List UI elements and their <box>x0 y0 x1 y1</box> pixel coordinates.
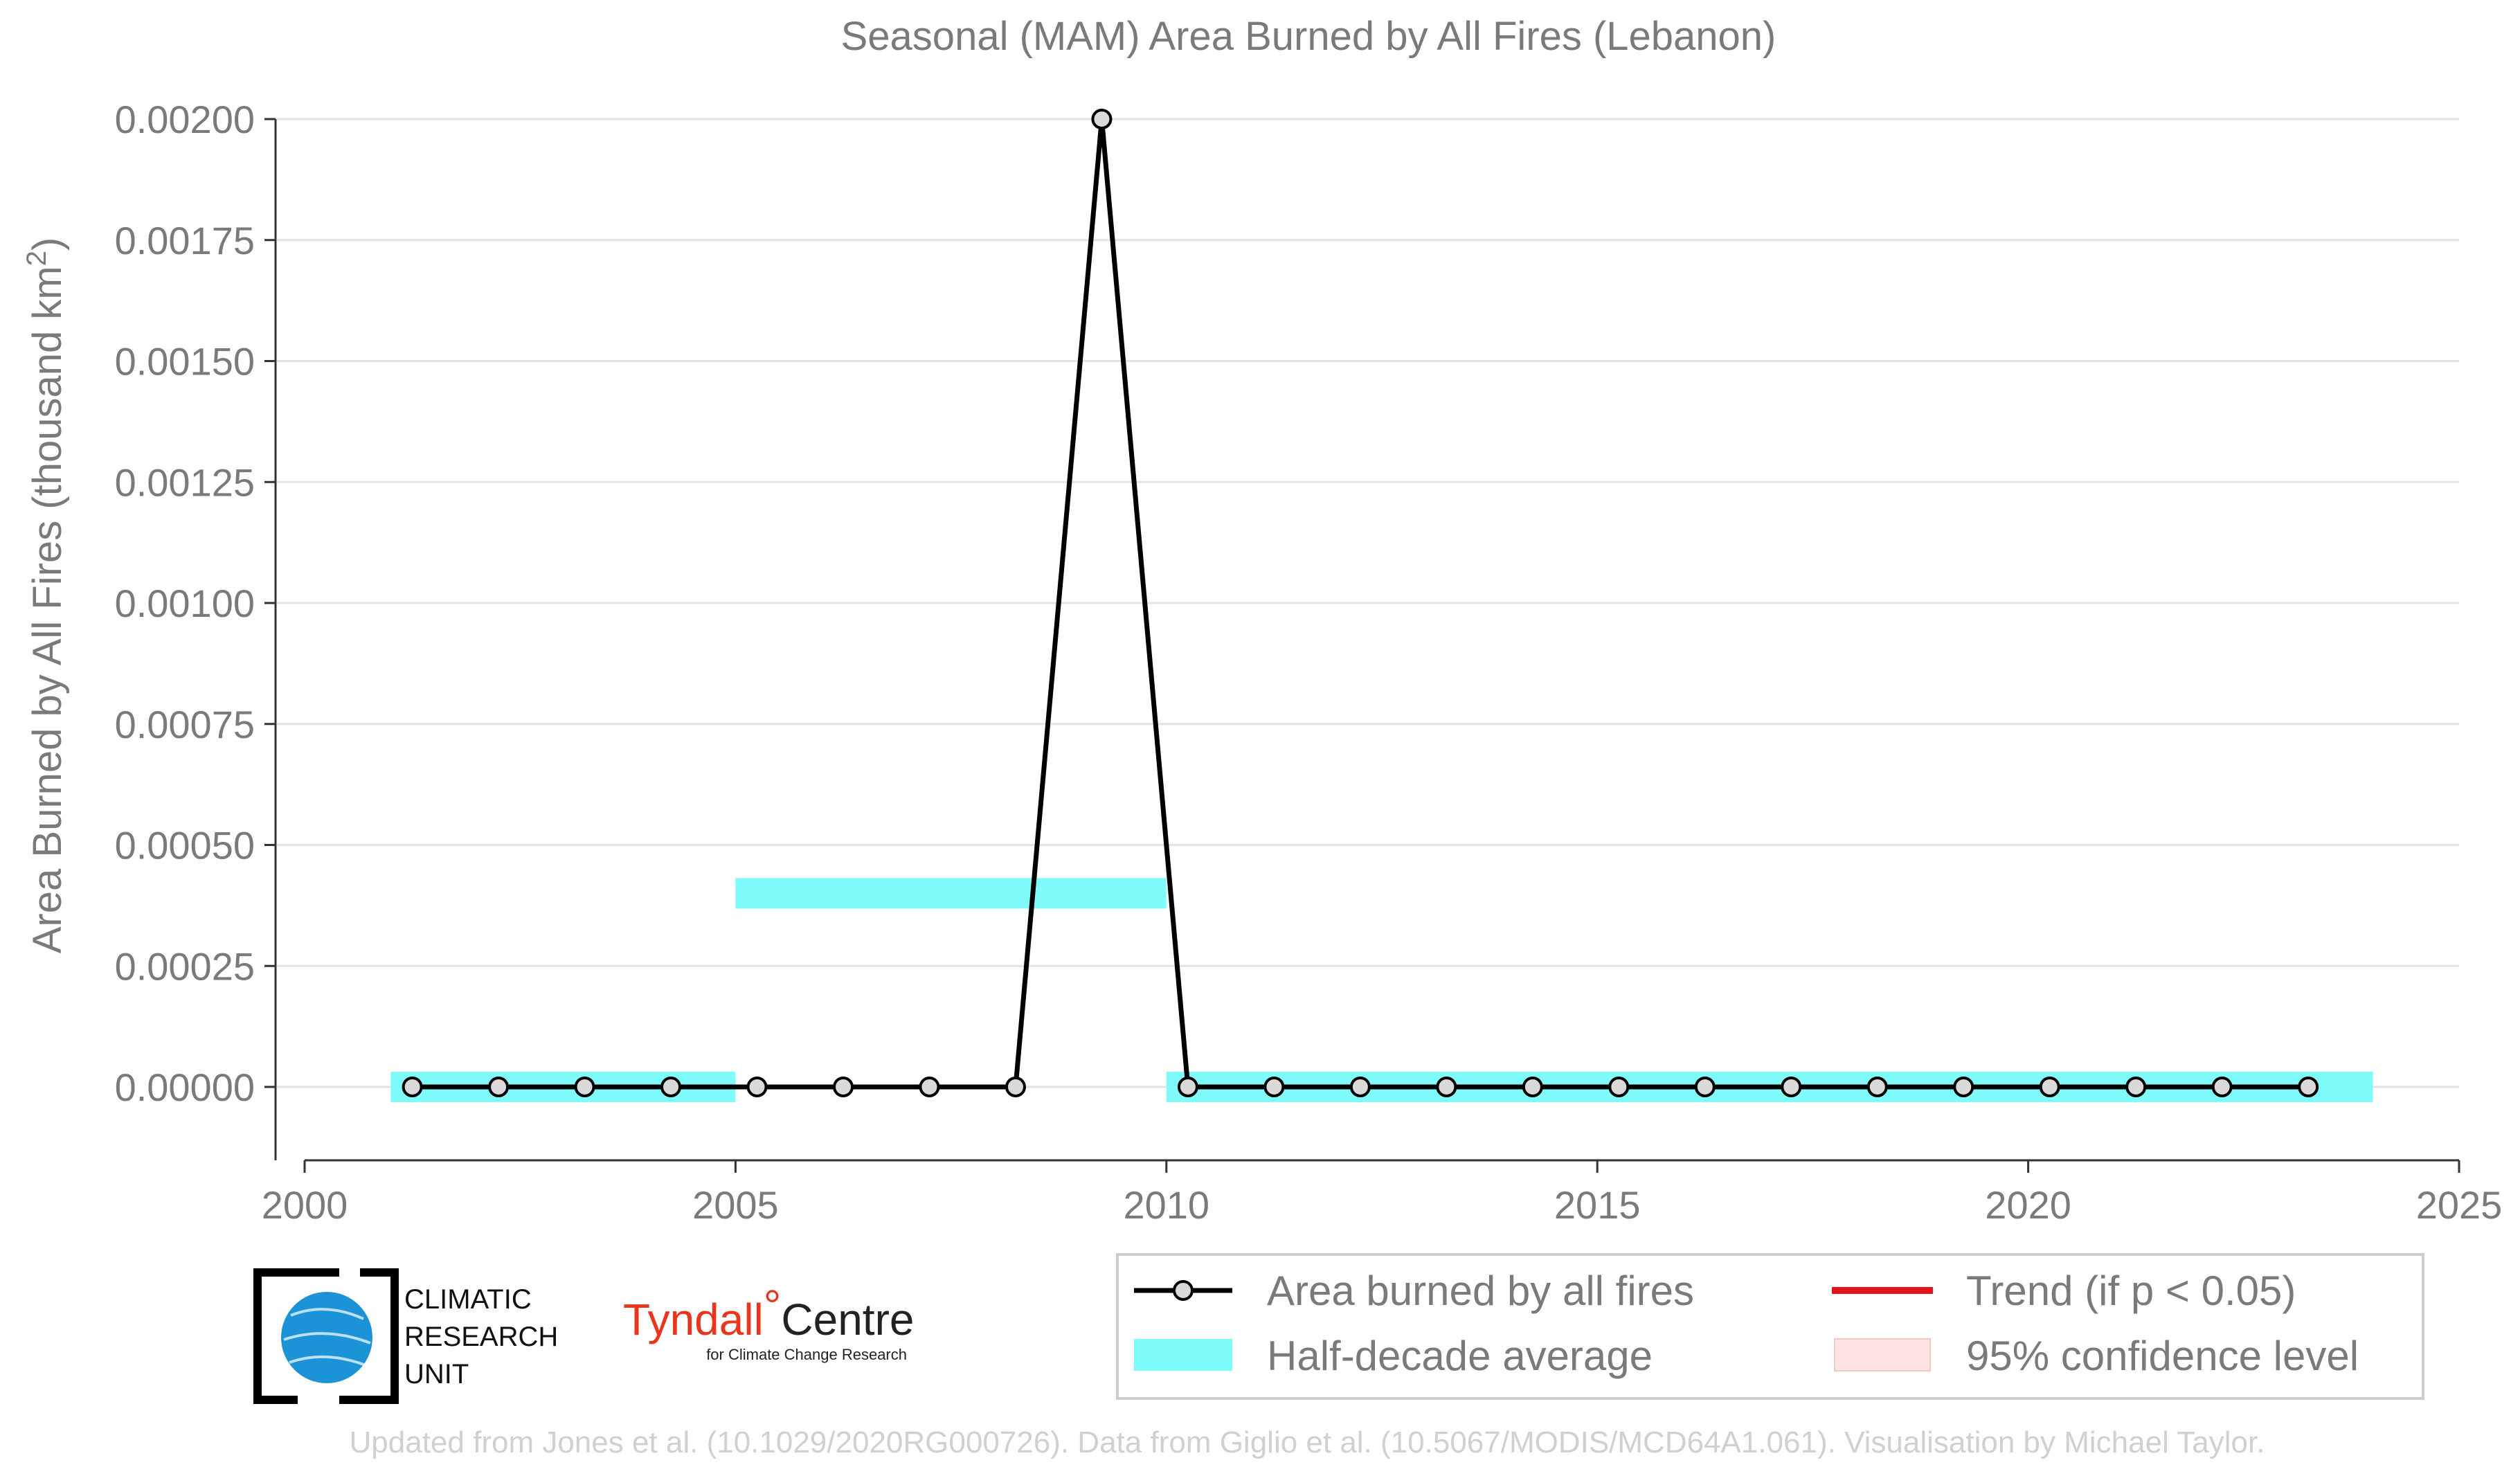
cru-text-line-3: UNIT <box>404 1359 469 1389</box>
x-tick-label: 2005 <box>692 1183 779 1227</box>
data-point <box>1694 1077 1716 1097</box>
legend-label-half-decade: Half-decade average <box>1267 1333 1653 1379</box>
legend-half-decade-swatch <box>1134 1339 1232 1371</box>
data-point <box>746 1077 768 1097</box>
legend-confidence-swatch <box>1834 1338 1931 1371</box>
cru-bracket-right <box>339 1268 399 1404</box>
y-axis-label-end: ) <box>25 237 70 251</box>
tyndall-degree: ° <box>764 1281 782 1331</box>
data-point <box>1349 1077 1371 1097</box>
x-tick-label: 2025 <box>2416 1183 2503 1227</box>
data-point <box>2039 1077 2060 1097</box>
data-point <box>2125 1077 2147 1097</box>
data-point <box>1866 1077 1888 1097</box>
y-tick-label: 0.00125 <box>115 460 255 504</box>
data-point <box>402 1077 423 1097</box>
y-axis-label: Area Burned by All Fires (thousand km2) <box>21 237 70 954</box>
y-axis-label-sup: 2 <box>21 251 52 266</box>
data-point <box>488 1077 510 1097</box>
chart-title: Seasonal (MAM) Area Burned by All Fires … <box>841 14 1776 59</box>
data-point <box>1263 1077 1285 1097</box>
x-tick-label: 2000 <box>262 1183 348 1227</box>
cru-bracket-left <box>253 1268 339 1404</box>
legend-point-marker <box>1173 1280 1194 1301</box>
data-point <box>1177 1077 1198 1097</box>
data-point <box>2211 1077 2233 1097</box>
data-point <box>660 1077 682 1097</box>
data-point <box>1608 1077 1630 1097</box>
tyndall-logo: Tyndall°Centre for Climate Change Resear… <box>623 1281 914 1363</box>
half-decade-bands <box>390 878 2373 1102</box>
footer-credit: Updated from Jones et al. (10.1029/2020R… <box>350 1425 2265 1459</box>
x-tick-label: 2020 <box>1985 1183 2071 1227</box>
tyndall-wordmark: Tyndall°Centre <box>623 1281 914 1344</box>
gridlines <box>277 118 2459 1088</box>
data-point <box>574 1077 595 1097</box>
half-decade-band <box>735 878 1167 909</box>
x-tick-label: 2015 <box>1554 1183 1641 1227</box>
y-tick-label: 0.00150 <box>115 340 255 384</box>
axes: 0.00000 0.00025 0.00050 0.00075 0.00100 0.001… <box>115 98 2503 1227</box>
legend-label-area-burned: Area burned by all fires <box>1267 1268 1694 1314</box>
y-tick-label: 0.00050 <box>115 824 255 867</box>
legend: Area burned by all fires Trend (if p < 0… <box>1116 1253 2424 1400</box>
y-tick-label: 0.00175 <box>115 219 255 262</box>
y-tick-label: 0.00100 <box>115 582 255 625</box>
tyndall-centre: Centre <box>781 1295 914 1344</box>
y-tick-label: 0.00000 <box>115 1065 255 1109</box>
y-axis-label-main: Area Burned by All Fires (thousand km <box>25 266 70 953</box>
cru-logo: CLIMATIC RESEARCH UNIT <box>253 1268 558 1404</box>
data-point <box>1091 109 1113 129</box>
globe-icon <box>281 1292 372 1383</box>
x-tick-label: 2010 <box>1124 1183 1210 1227</box>
y-tick-label: 0.00200 <box>115 98 255 141</box>
data-point <box>1953 1077 1974 1097</box>
tyndall-subtitle: for Climate Change Research <box>706 1346 907 1363</box>
legend-label-trend: Trend (if p < 0.05) <box>1966 1268 2296 1314</box>
cru-text-line-2: RESEARCH <box>404 1322 558 1352</box>
data-point <box>833 1077 854 1097</box>
y-tick-label: 0.00075 <box>115 703 255 746</box>
legend-box <box>1116 1253 2424 1400</box>
data-point <box>2298 1077 2319 1097</box>
tyndall-main: Tyndall <box>623 1295 764 1344</box>
data-point <box>1005 1077 1026 1097</box>
data-point <box>1522 1077 1543 1097</box>
data-point <box>1436 1077 1457 1097</box>
cru-text-line-1: CLIMATIC <box>404 1284 532 1315</box>
series-points <box>402 109 2319 1097</box>
y-tick-label: 0.00025 <box>115 944 255 988</box>
legend-label-confidence: 95% confidence level <box>1966 1333 2359 1379</box>
data-point <box>1781 1077 1802 1097</box>
data-point <box>919 1077 940 1097</box>
